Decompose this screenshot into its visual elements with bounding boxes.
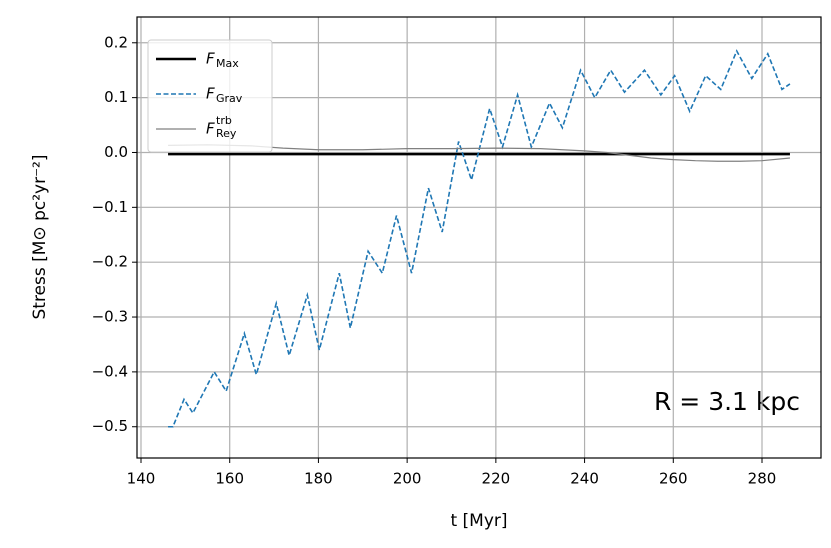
x-tick-label: 140 (127, 470, 156, 488)
x-tick-label: 220 (482, 470, 511, 488)
legend-label: F (206, 85, 215, 103)
y-tick-label: 0.2 (104, 33, 128, 51)
x-tick-label: 260 (659, 470, 688, 488)
y-tick-label: −0.4 (92, 362, 128, 380)
legend-superscript: trb (216, 114, 232, 127)
legend-subscript: Max (216, 57, 239, 70)
x-tick-label: 160 (215, 470, 244, 488)
legend-subscript: Grav (216, 92, 243, 105)
x-axis-label: t [Myr] (450, 511, 507, 531)
axes-frame (136, 16, 822, 459)
x-tick-label: 280 (748, 470, 777, 488)
y-tick-label: −0.5 (92, 417, 128, 435)
y-tick-label: 0.1 (104, 88, 128, 106)
y-axis-label: Stress [M⊙ pc²yr⁻²] (30, 154, 50, 319)
y-tick-label: −0.1 (92, 198, 128, 216)
legend-label: F (206, 120, 215, 138)
y-tick-label: 0.0 (104, 143, 128, 161)
series-line (168, 49, 791, 428)
legend-label: F (206, 50, 215, 68)
x-tick-label: 180 (304, 470, 333, 488)
annotation: R = 3.1 kpc (654, 387, 800, 416)
legend-box (147, 39, 273, 153)
x-tick-label: 240 (570, 470, 599, 488)
series-line (168, 144, 791, 162)
x-tick-label: 200 (393, 470, 422, 488)
y-tick-label: −0.2 (92, 253, 128, 271)
legend-subscript: Rey (216, 127, 237, 140)
y-tick-label: −0.3 (92, 308, 128, 326)
